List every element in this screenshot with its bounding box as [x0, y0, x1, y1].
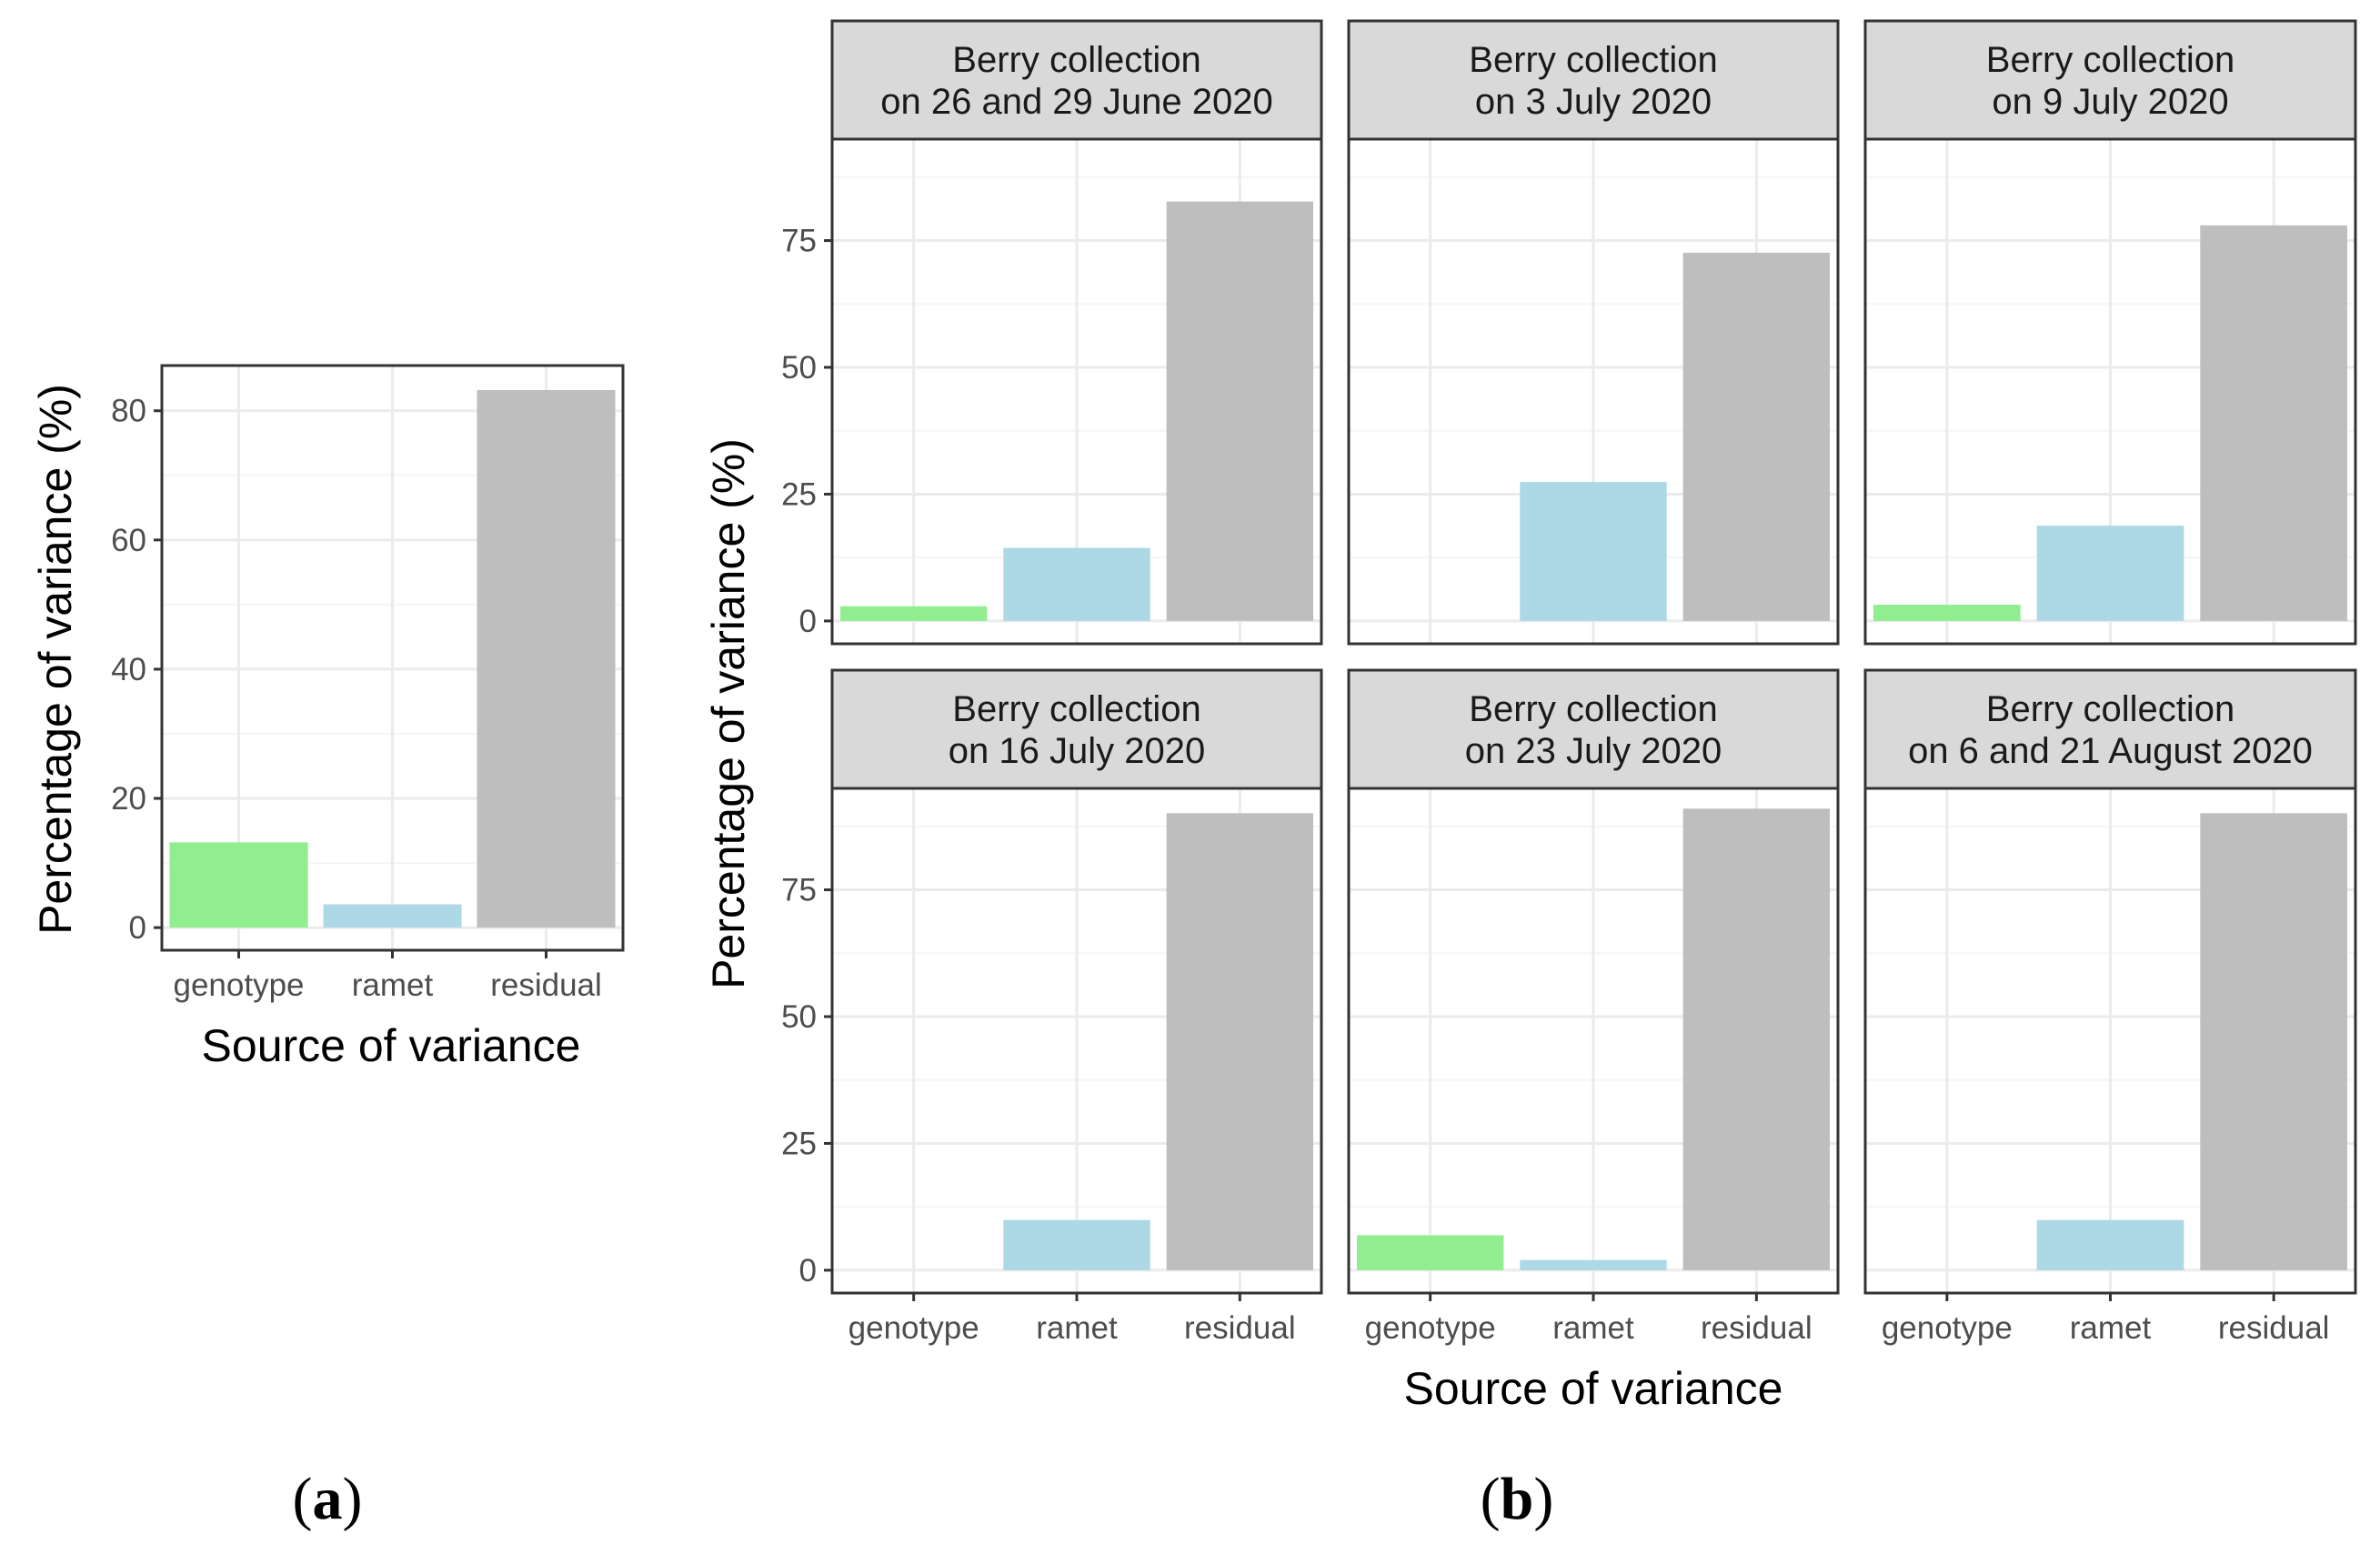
- y-tick-label-a: 60: [111, 523, 146, 558]
- panel-border-b1: [830, 137, 1323, 646]
- facet-title-2-line-2: on 3 July 2020: [1475, 82, 1712, 122]
- facet-strip-3: [1863, 19, 2357, 141]
- facet-strip-2: [1347, 19, 1840, 141]
- bar-b3-ramet: [2036, 526, 2184, 621]
- chart-a: 0 20 40 60 80 genotype ramet residual: [111, 364, 625, 1003]
- y-tick-label-b1: 0: [799, 604, 817, 639]
- y-tick-label-b4: 75: [781, 873, 817, 908]
- facet-title-2-line-1: Berry collection: [1469, 40, 1717, 80]
- x-tick-label-a-genotype: genotype: [173, 967, 304, 1003]
- axis-title-x-b: Source of variance: [1404, 1363, 1783, 1414]
- y-tick-label-b1: 75: [781, 224, 817, 259]
- facet-title-4-line-2: on 16 July 2020: [949, 731, 1205, 771]
- x-tick-label-b4-residual: residual: [1184, 1310, 1296, 1346]
- bar-b3-residual: [2200, 225, 2348, 621]
- panel-label-b: (b): [1481, 1466, 1554, 1532]
- x-tick-label-a-ramet: ramet: [352, 967, 434, 1003]
- facet-title-3-line-2: on 9 July 2020: [1992, 82, 2228, 122]
- bar-b5-genotype: [1356, 1235, 1504, 1270]
- bar-b5-residual: [1682, 808, 1831, 1270]
- svg-text:Percentage of variance (%): Percentage of variance (%): [30, 384, 81, 935]
- bar-b2-ramet: [1520, 482, 1667, 621]
- bar-b5-ramet: [1520, 1259, 1667, 1270]
- bar-b3-genotype: [1873, 605, 2021, 621]
- x-tick-label-b4-ramet: ramet: [1036, 1310, 1118, 1346]
- bar-b1-ramet: [1003, 547, 1150, 621]
- facet-strip-5: [1347, 668, 1840, 790]
- y-tick-label-a: 80: [111, 394, 146, 429]
- bar-b6-ramet: [2036, 1219, 2184, 1270]
- facet-title-5-line-1: Berry collection: [1469, 689, 1717, 729]
- panel-border-b3: [1863, 137, 2357, 646]
- x-tick-label-a-residual: residual: [490, 967, 602, 1003]
- bar-b6-residual: [2200, 813, 2348, 1270]
- axis-title-y-a: Percentage of variance (%): [30, 384, 81, 935]
- svg-text:Source of variance: Source of variance: [1404, 1363, 1783, 1414]
- svg-text:(a): (a): [293, 1466, 363, 1532]
- y-tick-label-b1: 50: [781, 350, 817, 386]
- facet-title-1-line-2: on 26 and 29 June 2020: [880, 82, 1273, 122]
- panel-label-a: (a): [293, 1466, 363, 1532]
- x-tick-label-b5-genotype: genotype: [1365, 1310, 1496, 1346]
- y-tick-label-a: 20: [111, 781, 146, 817]
- facet-title-3-line-1: Berry collection: [1986, 40, 2234, 80]
- y-tick-label-b4: 0: [799, 1253, 817, 1288]
- bar-b4-ramet: [1003, 1219, 1150, 1270]
- y-tick-label-b4: 25: [781, 1126, 817, 1161]
- y-tick-label-a: 40: [111, 652, 146, 687]
- y-tick-label-b1: 25: [781, 476, 817, 512]
- facet-strip-4: [830, 668, 1323, 790]
- y-tick-label-b4: 50: [781, 999, 817, 1035]
- x-tick-label-b6-residual: residual: [2218, 1310, 2330, 1346]
- bar-b4-residual: [1166, 813, 1314, 1270]
- facet-title-5-line-2: on 23 July 2020: [1465, 731, 1722, 771]
- facet-strip-1: [830, 19, 1323, 141]
- facet-title-6-line-2: on 6 and 21 August 2020: [1908, 731, 2313, 771]
- x-tick-label-b5-ramet: ramet: [1552, 1310, 1634, 1346]
- axis-title-x-a: Source of variance: [202, 1020, 581, 1071]
- svg-text:Percentage of variance (%): Percentage of variance (%): [703, 438, 754, 989]
- facet-title-6-line-1: Berry collection: [1986, 689, 2234, 729]
- y-tick-label-a: 0: [129, 910, 146, 946]
- bar-a-residual: [477, 389, 616, 928]
- x-tick-label-b6-ramet: ramet: [2070, 1310, 2152, 1346]
- bar-a-genotype: [169, 842, 308, 928]
- facet-title-1-line-1: Berry collection: [952, 40, 1200, 80]
- svg-text:(b): (b): [1481, 1466, 1554, 1532]
- panel-border-b2: [1347, 137, 1840, 646]
- axis-title-y-b: Percentage of variance (%): [703, 438, 754, 989]
- x-tick-label-b4-genotype: genotype: [849, 1310, 979, 1346]
- x-tick-label-b6-genotype: genotype: [1882, 1310, 2013, 1346]
- facet-title-4-line-1: Berry collection: [952, 689, 1200, 729]
- bar-b2-residual: [1682, 252, 1831, 621]
- bar-b1-genotype: [839, 606, 988, 621]
- svg-text:Source of variance: Source of variance: [202, 1020, 581, 1071]
- bar-a-ramet: [323, 904, 462, 928]
- bar-b1-residual: [1166, 201, 1314, 621]
- x-tick-label-b5-residual: residual: [1701, 1310, 1813, 1346]
